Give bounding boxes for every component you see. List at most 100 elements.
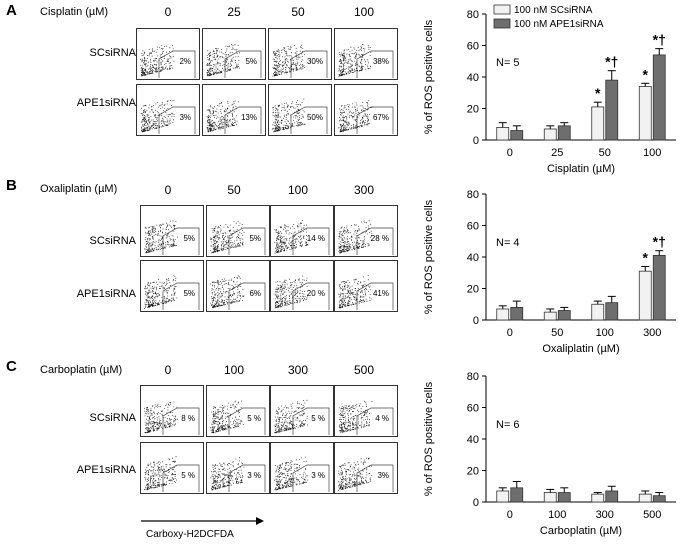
drug-label-b: Oxaliplatin (µM) (40, 183, 118, 195)
facs-events (272, 98, 306, 133)
bar (557, 492, 571, 503)
bar (496, 490, 510, 503)
bar (510, 307, 524, 321)
facs-gate (290, 106, 328, 134)
facs-axis-label: Carboxy-H2DCFDA (146, 529, 234, 540)
facs-events (274, 399, 308, 434)
facs-events (144, 401, 178, 434)
facs-plot: 4 % (334, 385, 398, 437)
bar (638, 493, 652, 503)
facs-scatter (144, 220, 200, 255)
facs-percent: 50% (306, 113, 323, 122)
dose-c-3: 500 (353, 363, 375, 377)
facs-percent: 14 % (306, 234, 325, 243)
facs-events (274, 456, 309, 491)
facs-scatter (274, 456, 330, 492)
y-tick-label: 20 (467, 284, 479, 296)
facs-plot: 5% (140, 260, 204, 312)
facs-axis-arrow (141, 517, 264, 525)
y-tick-label: 80 (467, 9, 479, 21)
facs-percent: 28 % (370, 234, 389, 243)
facs-plot: 3% (334, 442, 398, 494)
x-tick-label: 0 (507, 509, 513, 521)
x-tick-label: 0 (507, 327, 513, 339)
facs-gate (292, 464, 330, 492)
significance-marker: *† (653, 32, 666, 48)
facs-events (144, 274, 178, 309)
bar (591, 493, 605, 503)
facs-percent: 5% (183, 289, 195, 298)
facs-events (338, 44, 372, 77)
y-axis-label: % of ROS positive cells (423, 381, 435, 496)
n-annotation: N= 6 (496, 419, 520, 431)
facs-percent: 5% (183, 234, 195, 243)
legend-label: 100 nM APE1siRNA (514, 19, 604, 30)
facs-gate (158, 50, 196, 78)
y-tick-label: 0 (473, 135, 479, 147)
facs-events (338, 220, 372, 254)
dose-c-2: 300 (287, 363, 309, 377)
facs-gate (292, 282, 330, 310)
facs-scatter (338, 44, 394, 78)
facs-events (140, 100, 175, 133)
facs-gate (356, 464, 394, 492)
x-tick-label: 500 (643, 509, 661, 521)
bar (496, 127, 510, 141)
x-tick-label: 300 (596, 509, 614, 521)
panel-label-b: B (6, 177, 17, 194)
facs-scatter (338, 400, 394, 435)
x-tick-label: 0 (507, 147, 513, 159)
facs-events (144, 456, 177, 491)
facs-plot: 28 % (334, 205, 398, 257)
facs-events (272, 44, 305, 77)
facs-percent: 20 % (306, 289, 325, 298)
facs-plot: 8 % (140, 385, 204, 437)
bar (605, 79, 619, 141)
facs-percent: 41% (372, 289, 389, 298)
dose-b-1: 50 (227, 183, 241, 197)
facs-events (144, 220, 178, 254)
x-axis-label: Oxaliplatin (µM) (542, 343, 619, 355)
facs-gate (356, 282, 394, 310)
facs-percent: 5 % (247, 414, 261, 423)
facs-scatter (144, 456, 200, 492)
facs-gate (228, 464, 266, 492)
facs-plot: 5 % (270, 385, 334, 437)
facs-gate (224, 106, 262, 134)
y-tick-label: 80 (467, 189, 479, 201)
facs-gate (290, 50, 328, 78)
facs-plot: 20 % (270, 260, 334, 312)
bar (591, 106, 605, 141)
facs-gate (162, 227, 200, 255)
bar (652, 255, 666, 321)
row-label-b-sc: SCsiRNA (89, 235, 136, 247)
facs-percent: 5 % (181, 471, 195, 480)
facs-gate (292, 227, 330, 255)
facs-events (210, 275, 245, 309)
facs-events (338, 100, 373, 133)
bar (510, 130, 524, 141)
facs-gate (228, 407, 266, 435)
bar (557, 310, 571, 321)
facs-percent: 38% (372, 57, 389, 66)
facs-plot: 14 % (270, 205, 334, 257)
bar (605, 490, 619, 503)
y-tick-label: 60 (467, 41, 479, 53)
legend-label: 100 nM SCsiRNA (514, 5, 593, 16)
dose-b-3: 300 (353, 183, 375, 197)
facs-percent: 6% (249, 289, 261, 298)
facs-percent: 3% (377, 471, 389, 480)
y-tick-label: 60 (467, 403, 479, 415)
y-tick-label: 20 (467, 104, 479, 116)
facs-events (206, 44, 240, 77)
x-tick-label: 100 (548, 509, 566, 521)
significance-marker: * (595, 85, 601, 101)
facs-scatter (144, 401, 200, 435)
facs-plot: 3 % (206, 442, 270, 494)
facs-percent: 5% (249, 234, 261, 243)
facs-scatter (206, 100, 262, 134)
facs-plot: 67% (334, 84, 398, 136)
bar-chart-cisplatin: % of ROS positive cells 0 20 40 60 80 N= 5 0 25 *… (423, 4, 676, 175)
facs-scatter (338, 274, 394, 310)
facs-gate (356, 407, 394, 435)
